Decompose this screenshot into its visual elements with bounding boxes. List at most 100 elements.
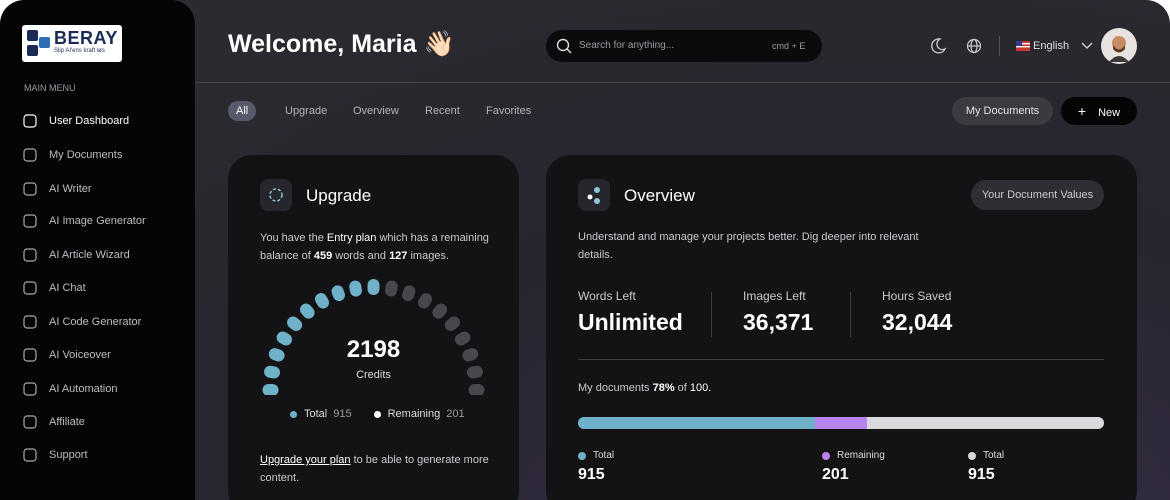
words: 459 — [313, 250, 333, 262]
tab[interactable]: All — [228, 101, 257, 121]
progress-bar — [578, 417, 1104, 429]
menu-item[interactable]: Affiliate — [22, 412, 85, 432]
globe-icon[interactable] — [966, 38, 982, 54]
plan: Entry plan — [326, 232, 377, 244]
menu-label: AI Article Wizard — [49, 249, 130, 261]
upgrade-link[interactable]: Upgrade your plan — [260, 454, 351, 466]
tab[interactable]: Overview — [353, 105, 399, 117]
new-label: New — [1098, 107, 1121, 119]
menu-label: AI Image Generator — [49, 215, 146, 227]
chevron — [1081, 42, 1093, 49]
gauge-dot — [276, 331, 293, 346]
menu-icon — [23, 214, 37, 228]
menu-label: AI Chat — [49, 282, 86, 294]
documents-usage: My documents 78% of 100. — [578, 382, 711, 394]
language: English — [1033, 40, 1070, 52]
images: 127 — [389, 250, 408, 262]
menu-icon — [23, 448, 37, 462]
gauge-dot — [468, 384, 485, 395]
gauge — [262, 279, 485, 395]
gauge-dot — [418, 293, 432, 309]
legend-item: Total — [578, 450, 614, 461]
menu-item[interactable]: AI Article Wizard — [22, 245, 130, 265]
overview-card: Overview Your Document Values Understand… — [546, 155, 1137, 500]
menu-item[interactable]: AI Chat — [22, 278, 86, 298]
emoji: 👋🏻 — [423, 30, 455, 58]
tab[interactable]: Favorites — [486, 105, 532, 117]
gauge-dot — [264, 365, 281, 379]
text: You have the — [260, 232, 327, 244]
menu-item[interactable]: User Dashboard — [22, 111, 129, 131]
gauge-dot — [454, 331, 471, 346]
menu-label: Affiliate — [49, 416, 85, 428]
menu-item[interactable]: My Documents — [22, 145, 122, 165]
divider — [711, 292, 712, 337]
legend-swatch — [822, 451, 830, 460]
menu-item[interactable]: Support — [22, 445, 88, 465]
stat-value: 32,044 — [882, 309, 953, 335]
document-values-button[interactable]: Your Document Values — [971, 180, 1104, 210]
gauge-dot — [287, 316, 303, 332]
legend-label: Total — [593, 450, 615, 461]
menu-icon — [23, 315, 37, 329]
language-select[interactable]: English — [1016, 40, 1093, 52]
text: images. — [407, 250, 449, 262]
menu-item[interactable]: AI Writer — [22, 179, 92, 199]
menu-label: AI Automation — [49, 383, 118, 395]
menu-label: My Documents — [49, 149, 123, 161]
menu-item[interactable]: AI Automation — [22, 379, 118, 399]
legend-item: Remaining — [822, 450, 885, 461]
menu-item[interactable]: AI Image Generator — [22, 211, 146, 231]
text: of — [674, 382, 690, 394]
menu-icon — [23, 148, 37, 162]
menu-icon — [23, 281, 37, 295]
icon-shape — [23, 114, 37, 128]
overview-icon — [578, 179, 610, 211]
menu-icon — [23, 182, 37, 196]
upgrade-title: Upgrade — [306, 186, 372, 205]
menu-icon — [23, 382, 37, 396]
divider — [999, 36, 1000, 56]
menu-item[interactable]: AI Voiceover — [22, 345, 111, 365]
legend-value: 915 — [333, 408, 352, 420]
text: My documents — [578, 382, 653, 394]
gauge-dot — [432, 303, 447, 319]
legend-label: Total — [304, 408, 328, 420]
menu-item[interactable]: AI Code Generator — [22, 312, 141, 332]
legend-swatch — [968, 451, 976, 460]
stat-value: Unlimited — [578, 309, 683, 335]
gauge-dot — [462, 348, 479, 362]
menu-icon — [23, 415, 37, 429]
menu-section: MAIN MENU — [24, 83, 76, 93]
my-documents-button[interactable]: My Documents — [952, 97, 1053, 125]
legend-label: Remaining — [837, 450, 885, 461]
text: words and — [332, 250, 390, 262]
logo[interactable]: BERAY Slip AI'ens kraft løs — [22, 25, 122, 62]
theme-toggle[interactable] — [929, 37, 947, 55]
avatar[interactable] — [1101, 28, 1137, 64]
brand-tagline: Slip AI'ens kraft løs — [54, 48, 105, 54]
menu-icon — [23, 114, 37, 128]
tab[interactable]: Upgrade — [285, 105, 328, 117]
icon-shape — [23, 281, 37, 295]
stat-label: Images Left — [743, 289, 806, 303]
icon-shape — [23, 348, 37, 362]
tab[interactable]: Recent — [425, 105, 460, 117]
menu-label: Support — [49, 449, 88, 461]
icon-shape — [23, 448, 37, 462]
legend-value: 201 — [822, 466, 849, 483]
search-shortcut: cmd + E — [772, 41, 806, 51]
menu-label: AI Writer — [49, 183, 92, 195]
new-button[interactable]: + New — [1061, 97, 1137, 125]
search-bar[interactable]: Search for anything... cmd + E — [546, 30, 822, 62]
upgrade-footer: Upgrade your plan to be able to generate… — [260, 451, 500, 487]
menu-label: User Dashboard — [49, 115, 130, 127]
legend-value: 201 — [446, 408, 465, 420]
legend-value: 915 — [578, 466, 605, 483]
overview-title: Overview — [624, 186, 695, 205]
sidebar: BERAY Slip AI'ens kraft løs MAIN MENU Us… — [0, 0, 195, 500]
menu-label: AI Code Generator — [49, 316, 142, 328]
footer-text: to be able to generate more content. — [260, 454, 489, 484]
gauge-dot — [349, 280, 362, 297]
